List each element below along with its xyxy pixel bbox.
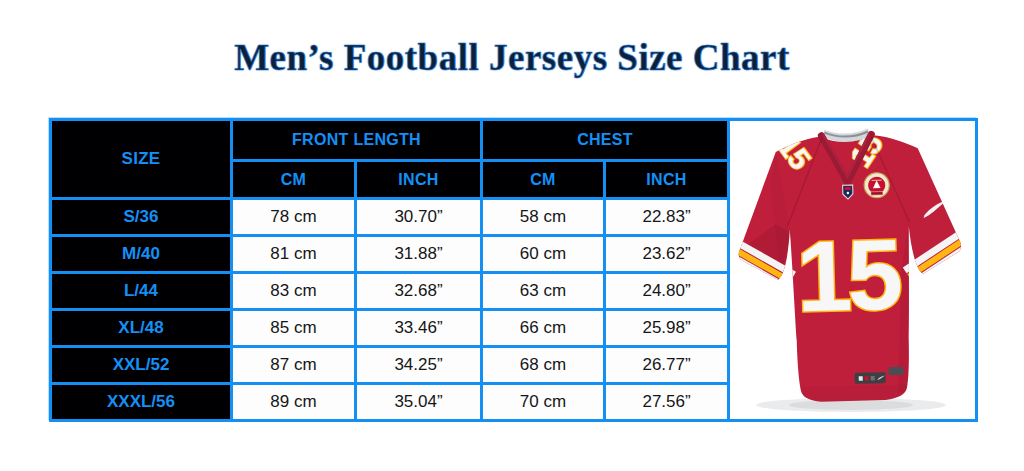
sub-header-chest-inch: INCH [605, 161, 729, 199]
cell-value: 85 cm [232, 310, 356, 347]
cell-value: 66 cm [482, 310, 605, 347]
cell-value: 78 cm [232, 199, 356, 236]
cell-value: 24.80” [605, 273, 729, 310]
col-header-size: SIZE [51, 120, 232, 199]
col-group-front-length: FRONT LENGTH [232, 120, 482, 161]
cell-value: 81 cm [232, 236, 356, 273]
size-table: SIZE FRONT LENGTH CHEST [49, 118, 978, 422]
cell-value: 83 cm [232, 273, 356, 310]
size-label: XL/48 [51, 310, 232, 347]
cell-value: 26.77” [605, 347, 729, 384]
size-label: S/36 [51, 199, 232, 236]
sub-header-chest-cm: CM [482, 161, 605, 199]
sub-header-front-inch: INCH [356, 161, 482, 199]
sub-header-front-cm: CM [232, 161, 356, 199]
cell-value: 33.46” [356, 310, 482, 347]
cell-value: 63 cm [482, 273, 605, 310]
jersey-photo: 15 15 [730, 121, 975, 419]
col-group-chest: CHEST [482, 120, 729, 161]
jersey-photo-cell: 15 15 [729, 120, 977, 421]
size-chart: SIZE FRONT LENGTH CHEST [49, 118, 975, 419]
cell-value: 70 cm [482, 384, 605, 421]
cell-value: 89 cm [232, 384, 356, 421]
cell-value: 30.70” [356, 199, 482, 236]
cell-value: 22.83” [605, 199, 729, 236]
size-label: M/40 [51, 236, 232, 273]
cell-value: 25.98” [605, 310, 729, 347]
size-chart-page: Men’s Football Jerseys Size Chart SIZE F… [0, 0, 1024, 471]
cell-value: 34.25” [356, 347, 482, 384]
team-patch-icon [863, 172, 889, 198]
size-label: XXL/52 [51, 347, 232, 384]
size-label: L/44 [51, 273, 232, 310]
cell-value: 27.56” [605, 384, 729, 421]
cell-value: 58 cm [482, 199, 605, 236]
cell-value: 23.62” [605, 236, 729, 273]
chest-number: 15 [794, 218, 901, 333]
size-label: XXXL/56 [51, 384, 232, 421]
cell-value: 68 cm [482, 347, 605, 384]
jersey-image: 15 15 [733, 124, 973, 416]
cell-value: 32.68” [356, 273, 482, 310]
cell-value: 87 cm [232, 347, 356, 384]
cell-value: 60 cm [482, 236, 605, 273]
page-title: Men’s Football Jerseys Size Chart [0, 36, 1024, 79]
cell-value: 35.04” [356, 384, 482, 421]
cell-value: 31.88” [356, 236, 482, 273]
